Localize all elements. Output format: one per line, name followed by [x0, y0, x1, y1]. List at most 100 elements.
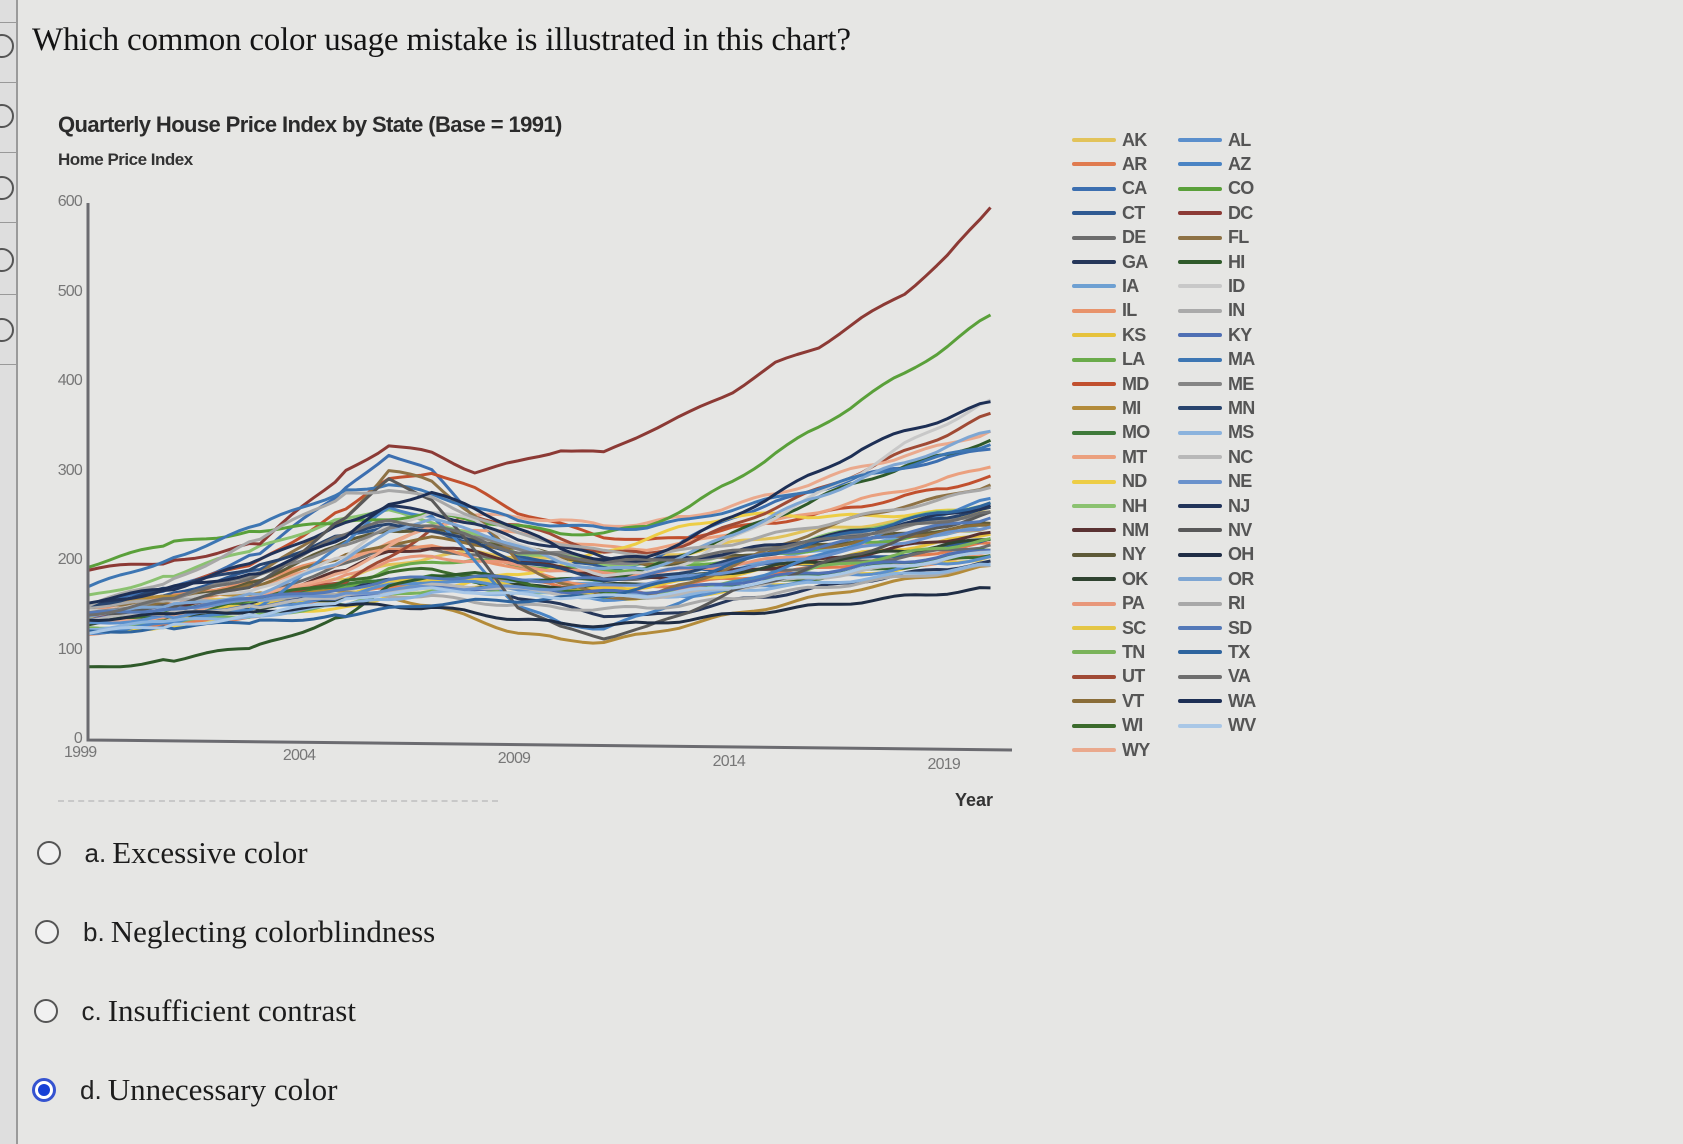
answer-option-a[interactable]: a. Excessive color: [36, 835, 308, 871]
legend-label: HI: [1228, 251, 1245, 272]
legend-swatch: [1072, 650, 1116, 655]
radio-unselected-icon[interactable]: [33, 999, 58, 1023]
legend-item-il: IL: [1072, 299, 1137, 323]
legend-label: AZ: [1228, 153, 1251, 174]
legend-label: IL: [1122, 300, 1137, 321]
legend-label: CO: [1228, 178, 1254, 199]
legend-label: WI: [1122, 715, 1143, 736]
legend-item-ct: CT: [1072, 201, 1145, 225]
legend-item-ar: AR: [1072, 152, 1147, 176]
legend-item-co: CO: [1178, 177, 1254, 201]
legend-label: SC: [1122, 617, 1146, 638]
chart-axes: [86, 203, 1013, 752]
series-line-nj: [87, 504, 992, 606]
legend-swatch: [1178, 479, 1222, 484]
legend-swatch: [1072, 699, 1116, 704]
legend-swatch: [1072, 382, 1116, 386]
radio-unselected-icon[interactable]: [35, 920, 59, 944]
legend-label: ND: [1122, 471, 1147, 492]
legend-label: IA: [1122, 275, 1139, 296]
legend-item-id: ID: [1178, 274, 1245, 298]
legend-item-fl: FL: [1178, 226, 1249, 250]
legend-item-ia: IA: [1072, 274, 1139, 298]
legend-item-al: AL: [1178, 128, 1251, 152]
legend-swatch: [1072, 211, 1116, 216]
legend-label: MO: [1122, 422, 1150, 443]
legend-swatch: [1072, 284, 1116, 289]
answer-option-d[interactable]: d. Unnecessary color: [32, 1072, 338, 1108]
legend-item-sd: SD: [1178, 616, 1252, 640]
legend-label: KY: [1228, 324, 1252, 345]
legend-item-tx: TX: [1178, 640, 1250, 664]
legend-label: MT: [1122, 446, 1147, 467]
legend-swatch: [1178, 406, 1222, 411]
x-tick-label: 2014: [712, 753, 746, 770]
legend-item-nc: NC: [1178, 445, 1253, 469]
legend-label: OR: [1228, 568, 1254, 589]
legend-swatch: [1178, 577, 1222, 582]
answer-option-b[interactable]: b. Neglecting colorblindness: [35, 914, 435, 950]
rail-divider: [0, 364, 16, 365]
series-line-ne: [87, 525, 991, 616]
legend-item-pa: PA: [1072, 592, 1145, 616]
legend-swatch: [1178, 528, 1222, 533]
x-tick-label: 2019: [927, 756, 961, 773]
legend-item-in: IN: [1178, 299, 1245, 323]
legend-swatch: [1178, 504, 1222, 508]
legend-item-tn: TN: [1072, 640, 1145, 664]
y-tick-label: 100: [57, 640, 83, 658]
legend-item-or: OR: [1178, 567, 1254, 591]
legend-item-va: VA: [1178, 665, 1251, 689]
legend-item-mt: MT: [1072, 445, 1147, 469]
legend-label: ME: [1228, 373, 1254, 394]
legend-item-ri: RI: [1178, 592, 1245, 616]
legend-label: MI: [1122, 397, 1141, 418]
chart-title: Quarterly House Price Index by State (Ba…: [58, 112, 562, 137]
series-line-nv: [87, 477, 992, 641]
radio-selected-icon[interactable]: [32, 1078, 56, 1102]
legend-item-ne: NE: [1178, 470, 1252, 494]
legend-swatch: [1072, 260, 1116, 264]
legend-label: WA: [1228, 690, 1256, 711]
series-line-wv: [87, 550, 991, 636]
legend-label: WV: [1228, 715, 1256, 736]
legend-swatch: [1178, 186, 1222, 191]
left-sidebar-rail: [0, 0, 18, 1144]
legend-swatch: [1072, 479, 1116, 484]
legend-swatch: [1072, 748, 1116, 752]
y-tick-label: 300: [57, 461, 83, 479]
legend-label: AR: [1122, 153, 1147, 174]
radio-unselected-icon[interactable]: [36, 841, 61, 865]
x-tick-label: 1999: [64, 744, 97, 761]
legend-label: FL: [1228, 227, 1249, 248]
legend-swatch: [1178, 162, 1222, 167]
legend-item-wi: WI: [1072, 714, 1143, 738]
y-tick-label: 400: [57, 372, 83, 389]
chart-x-axis-label: Year: [955, 790, 994, 810]
legend-item-ks: KS: [1072, 323, 1146, 347]
legend-item-nj: NJ: [1178, 494, 1250, 518]
option-letter: a.: [84, 837, 107, 868]
legend-label: DC: [1228, 202, 1253, 223]
legend-item-de: DE: [1072, 226, 1146, 250]
legend-swatch: [1178, 235, 1222, 240]
legend-label: CA: [1122, 178, 1147, 199]
legend-swatch: [1178, 260, 1222, 264]
legend-swatch: [1178, 284, 1222, 289]
legend-label: AL: [1228, 129, 1251, 150]
legend-swatch: [1178, 650, 1222, 655]
legend-item-wv: WV: [1178, 714, 1256, 738]
legend-label: GA: [1122, 251, 1148, 272]
legend-item-az: AZ: [1178, 152, 1251, 176]
legend-swatch: [1072, 235, 1116, 240]
answer-option-c[interactable]: c. Insufficient contrast: [33, 993, 356, 1029]
legend-label: SD: [1228, 617, 1252, 638]
legend-swatch: [1178, 430, 1222, 435]
legend-label: NE: [1228, 471, 1252, 492]
legend-item-ca: CA: [1072, 177, 1147, 201]
legend-swatch: [1178, 211, 1222, 216]
legend-label: NM: [1122, 519, 1149, 540]
legend-label: MA: [1228, 349, 1255, 370]
question-text: Which common color usage mistake is illu…: [32, 22, 851, 58]
